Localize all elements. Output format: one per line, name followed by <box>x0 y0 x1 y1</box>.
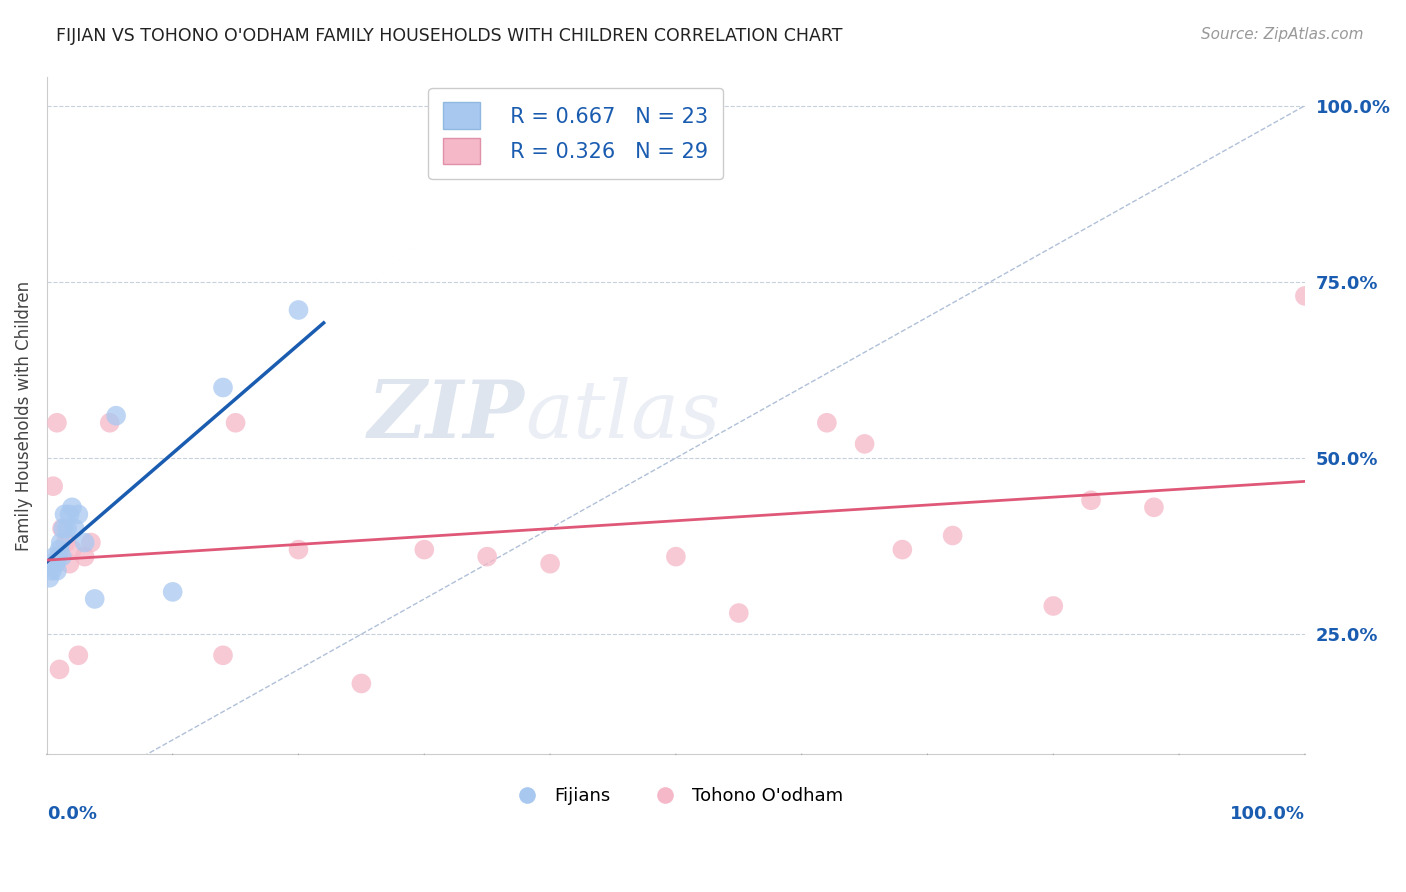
Point <box>52 521 75 535</box>
Point <box>53 508 76 522</box>
Point <box>413 542 436 557</box>
Point <box>815 416 838 430</box>
Point <box>42 557 65 571</box>
Point <box>60 542 83 557</box>
Point <box>46 549 69 564</box>
Point <box>73 535 96 549</box>
Point <box>1042 599 1064 613</box>
Point <box>44 549 66 564</box>
Point <box>212 380 235 394</box>
Point <box>287 542 309 557</box>
Point <box>58 508 80 522</box>
Point <box>73 549 96 564</box>
Point <box>41 564 63 578</box>
Point <box>60 500 83 515</box>
Point <box>63 521 86 535</box>
Point <box>67 508 90 522</box>
Point <box>51 521 73 535</box>
Point <box>38 557 60 571</box>
Point <box>162 585 184 599</box>
Text: atlas: atlas <box>524 377 720 454</box>
Text: 0.0%: 0.0% <box>46 805 97 822</box>
Point <box>55 535 77 549</box>
Point <box>287 303 309 318</box>
Point <box>891 542 914 557</box>
Point <box>46 416 69 430</box>
Point <box>48 542 70 557</box>
Point <box>48 662 70 676</box>
Point <box>477 549 499 564</box>
Point <box>727 606 749 620</box>
Point <box>105 409 128 423</box>
Point <box>83 591 105 606</box>
Point <box>1294 289 1316 303</box>
Point <box>67 648 90 663</box>
Point <box>1080 493 1102 508</box>
Legend: Fijians, Tohono O'odham: Fijians, Tohono O'odham <box>502 780 851 813</box>
Point <box>1143 500 1166 515</box>
Point <box>49 535 72 549</box>
Point <box>665 549 688 564</box>
Text: ZIP: ZIP <box>368 377 524 454</box>
Point <box>51 549 73 564</box>
Point <box>42 479 65 493</box>
Point <box>80 535 103 549</box>
Point <box>58 557 80 571</box>
Point <box>225 416 247 430</box>
Point <box>46 564 69 578</box>
Point <box>212 648 235 663</box>
Point <box>538 557 561 571</box>
Text: FIJIAN VS TOHONO O'ODHAM FAMILY HOUSEHOLDS WITH CHILDREN CORRELATION CHART: FIJIAN VS TOHONO O'ODHAM FAMILY HOUSEHOL… <box>56 27 842 45</box>
Point <box>942 528 965 542</box>
Point <box>853 437 876 451</box>
Point <box>45 557 67 571</box>
Point <box>98 416 121 430</box>
Text: Source: ZipAtlas.com: Source: ZipAtlas.com <box>1201 27 1364 42</box>
Point <box>56 521 79 535</box>
Y-axis label: Family Households with Children: Family Households with Children <box>15 281 32 550</box>
Point <box>350 676 373 690</box>
Text: 100.0%: 100.0% <box>1230 805 1305 822</box>
Point <box>38 571 60 585</box>
